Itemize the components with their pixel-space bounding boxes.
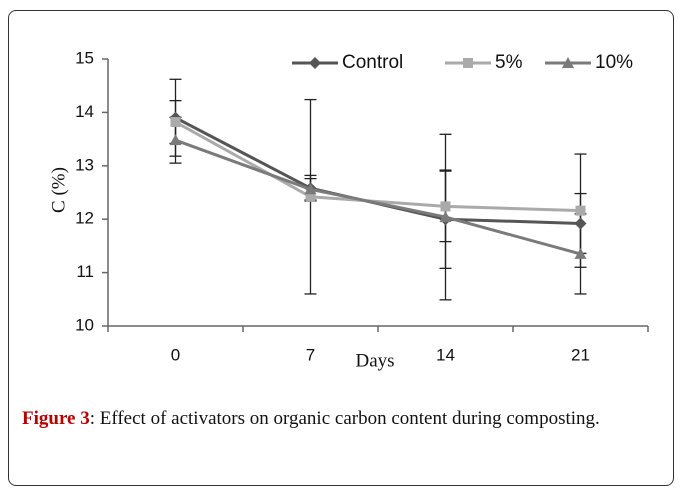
x-tick-label: 14 — [436, 345, 455, 364]
marker — [575, 205, 586, 216]
legend-label: 5% — [495, 52, 523, 73]
marker — [440, 201, 451, 212]
marker — [439, 211, 452, 223]
marker — [170, 117, 181, 128]
y-tick-label: 10 — [75, 315, 94, 334]
series-line — [174, 138, 581, 256]
marker — [463, 58, 473, 68]
caption-text: : Effect of activators on organic carbon… — [89, 408, 600, 429]
y-axis-label: C (%) — [48, 167, 69, 213]
marker — [562, 57, 574, 68]
caption: Figure 3: Effect of activators on organi… — [22, 404, 658, 433]
y-tick-label: 14 — [75, 102, 94, 121]
x-tick-label: 7 — [306, 345, 315, 364]
marker — [574, 247, 587, 259]
legend-label: Control — [342, 52, 403, 73]
y-tick-label: 13 — [75, 155, 94, 174]
x-tick-label: 0 — [171, 345, 180, 364]
figure-frame — [8, 10, 674, 486]
series-line — [174, 120, 581, 213]
marker — [169, 134, 182, 146]
chart: Days C (%) 10 11 12 13 14 15 0 7 14 21 Control 5% 10… — [48, 48, 649, 371]
x-tick-label: 21 — [571, 345, 590, 364]
y-tick-label: 11 — [76, 262, 94, 281]
y-tick-label: 15 — [75, 48, 94, 67]
caption-label: Figure 3 — [22, 408, 90, 429]
marker — [574, 217, 587, 230]
marker — [305, 191, 316, 202]
x-axis-label: Days — [355, 350, 394, 371]
marker — [304, 183, 317, 195]
y-tick-label: 12 — [75, 209, 94, 228]
legend-label: 10% — [595, 52, 633, 73]
marker — [309, 57, 321, 69]
